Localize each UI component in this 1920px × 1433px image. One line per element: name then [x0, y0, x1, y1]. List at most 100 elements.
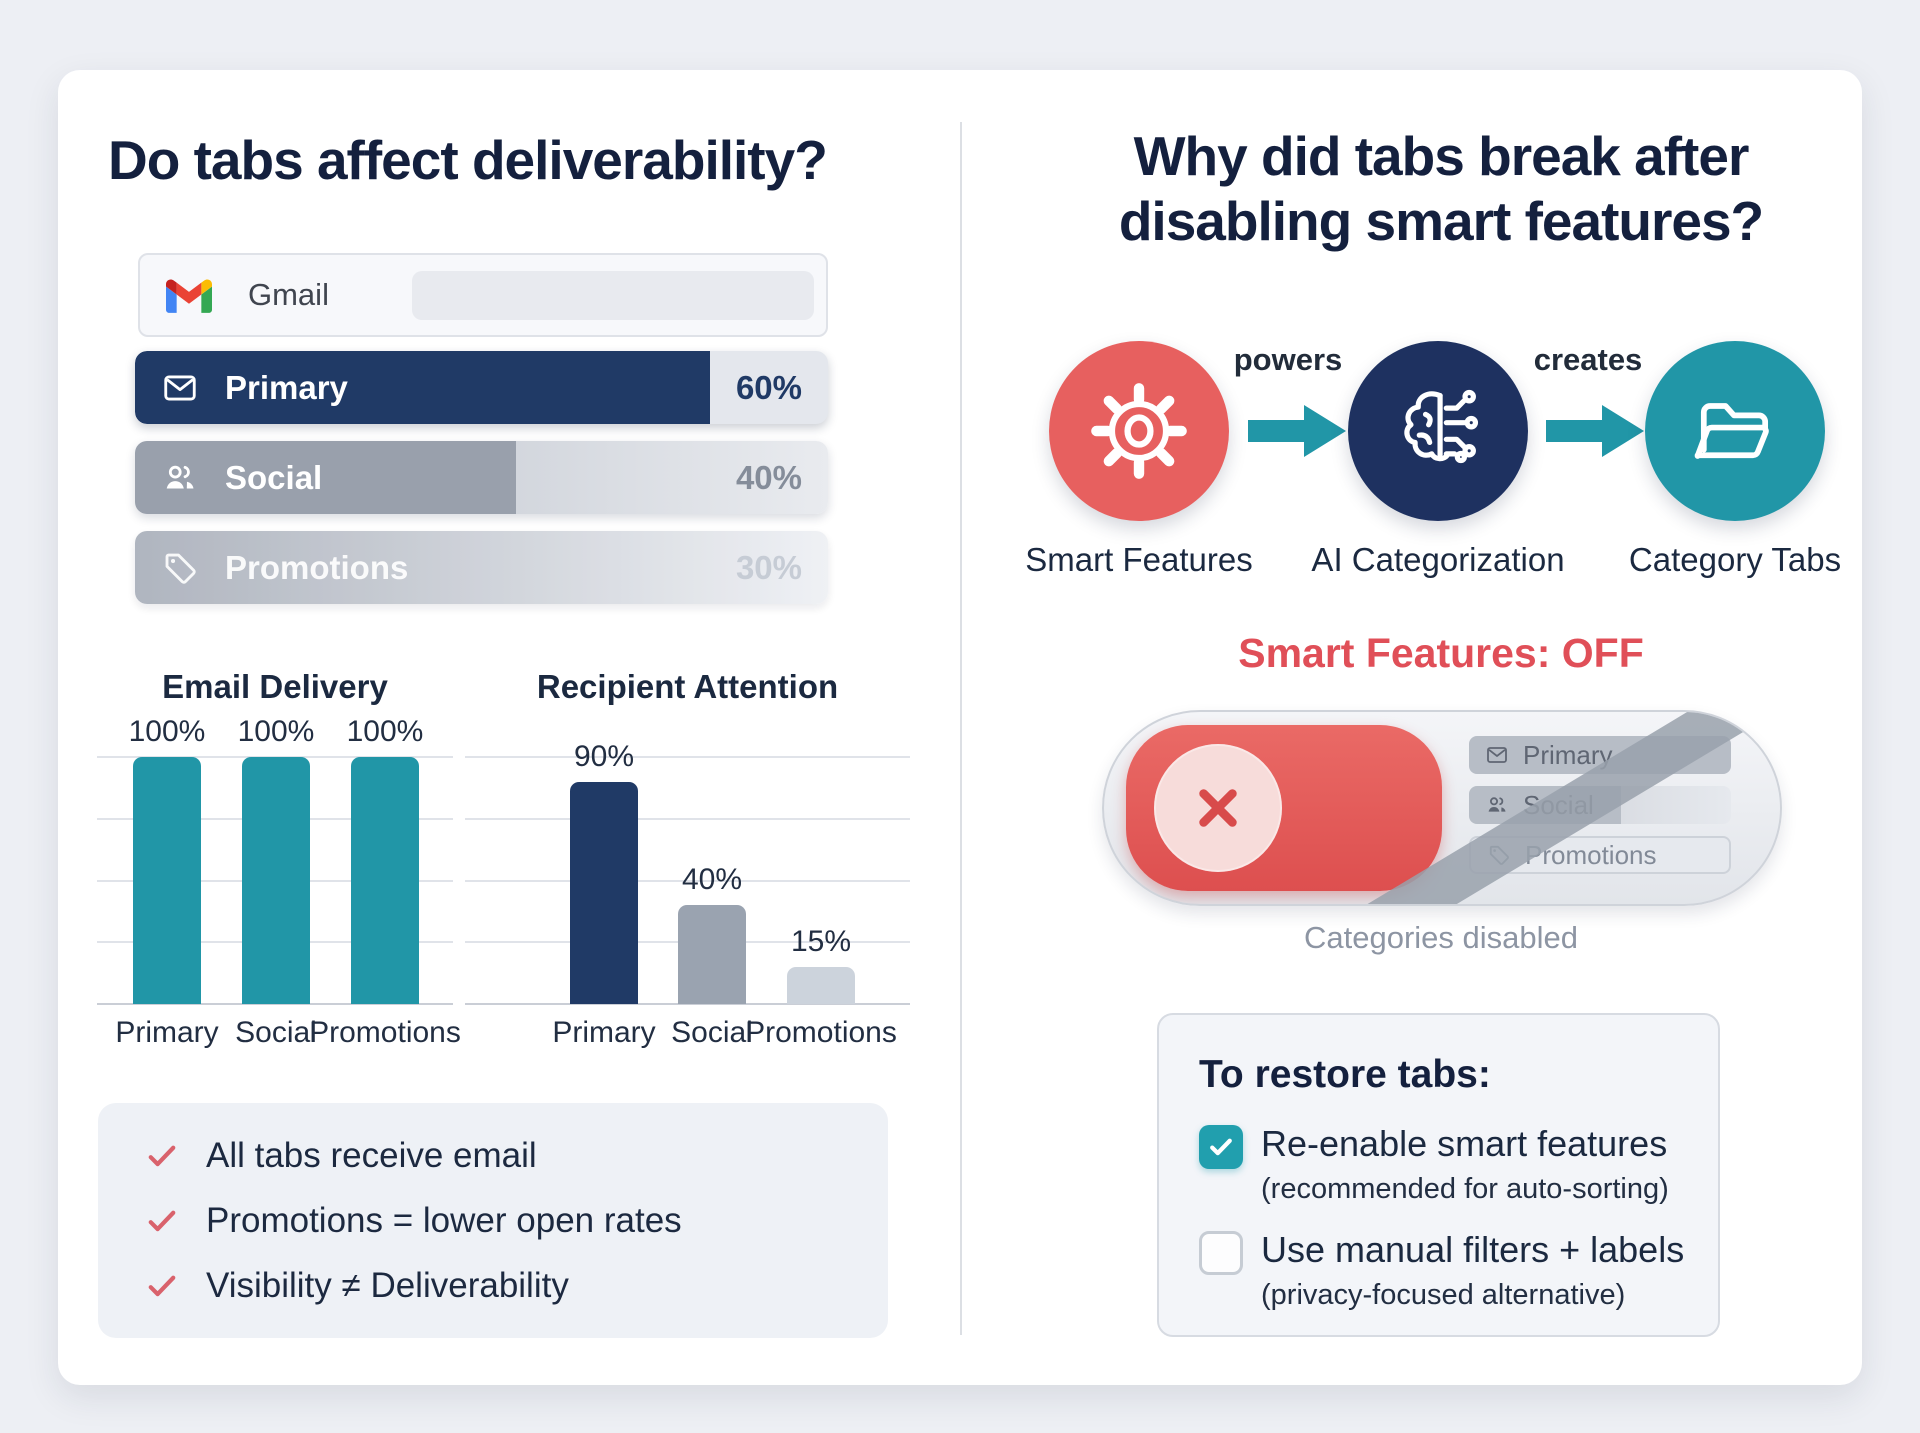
checklist-item: All tabs receive email [144, 1136, 842, 1176]
checkbox-unchecked[interactable] [1199, 1231, 1243, 1275]
check-icon [148, 1210, 176, 1231]
tab-value: 30% [735, 548, 802, 586]
restore-tabs-box: To restore tabs: Re-enable smart feature… [1157, 1013, 1720, 1337]
flow-connector-label: powers [1233, 342, 1343, 377]
tab-label: Primary [225, 368, 348, 406]
deliverability-checklist: All tabs receive email Promotions = lower… [98, 1103, 888, 1338]
social-fill-bar [135, 441, 517, 514]
bar-category-label: Primary [115, 1016, 219, 1049]
checklist-item-text: Promotions = lower open rates [206, 1200, 682, 1240]
option-note: (recommended for auto-sorting) [1261, 1173, 1669, 1205]
restore-box-title: To restore tabs: [1199, 1053, 1491, 1096]
chart-title: Email Delivery [162, 668, 388, 705]
bar-rect [351, 757, 419, 1004]
flow-connector-label: creates [1533, 342, 1643, 377]
bar-primary: 100% Primary [115, 715, 218, 1049]
ai-brain-icon [1404, 389, 1479, 464]
axis-baseline [97, 1003, 453, 1005]
chart-title: Recipient Attention [536, 668, 839, 705]
bar-category-label: Social [671, 1016, 753, 1049]
bar-value-label: 15% [790, 924, 852, 958]
smart-features-status: Smart Features: OFF [1238, 630, 1644, 676]
bar-category-label: Primary [552, 1016, 656, 1049]
bar-rect [678, 905, 746, 1004]
bar-value-label: 90% [573, 739, 635, 773]
arrow-right-icon [1546, 405, 1644, 457]
gmail-search-bar[interactable] [412, 271, 814, 320]
toggle-off-track [1126, 725, 1442, 891]
gmail-logo-icon [166, 278, 212, 313]
panel-divider [960, 122, 962, 1335]
toggle-caption: Categories disabled [1303, 920, 1579, 955]
chart-plot-area: 90% Primary 40% Social 15% Promotions [465, 740, 910, 1049]
flow-node-ai-categorization: AI Categorization [1311, 341, 1565, 578]
bar-rect [242, 757, 310, 1004]
flow-node-label: Smart Features [1025, 541, 1253, 578]
option-label: Use manual filters + labels [1261, 1229, 1685, 1270]
flow-node-label: Category Tabs [1628, 541, 1842, 578]
folder-icon [1694, 403, 1769, 459]
flow-node-smart-features: Smart Features [1025, 341, 1253, 578]
gridline [465, 817, 910, 820]
gmail-tab-promotions[interactable]: Promotions 30% [135, 531, 828, 604]
x-icon [1199, 789, 1237, 827]
gmail-header: Gmail [138, 253, 828, 337]
checklist-item: Visibility ≠ Deliverability [144, 1266, 842, 1306]
tab-label: Promotions [225, 548, 409, 586]
right-panel-title: Why did tabs break after disabling smart… [1001, 124, 1881, 254]
bar-category-label: Promotions [309, 1016, 461, 1049]
check-icon [148, 1145, 176, 1166]
right-title-line1: Why did tabs break after [1133, 125, 1750, 187]
checklist-item-text: All tabs receive email [206, 1135, 537, 1175]
gridline [465, 879, 910, 882]
bar-rect [570, 781, 638, 1004]
gmail-app-name: Gmail [248, 277, 329, 312]
checklist-item: Promotions = lower open rates [144, 1201, 842, 1241]
gridline [465, 756, 910, 758]
axis-baseline [465, 1003, 910, 1005]
arrow-right-icon [1248, 405, 1346, 457]
ai-categorization-circle [1348, 341, 1528, 521]
bar-value-label: 100% [346, 715, 424, 748]
flow-node-category-tabs: Category Tabs [1629, 341, 1841, 578]
people-icon [1488, 797, 1506, 812]
mail-icon [1487, 747, 1507, 763]
bar-category-label: Social [235, 1016, 317, 1049]
left-panel-title: Do tabs affect deliverability? [108, 129, 828, 191]
gmail-tab-social[interactable]: Social 40% [135, 441, 828, 514]
check-icon [148, 1275, 176, 1296]
bar-rect [787, 966, 855, 1004]
people-icon [166, 465, 194, 488]
tag-icon [165, 553, 196, 584]
primary-fill-bar [135, 351, 711, 424]
mail-icon [164, 374, 196, 401]
tab-label: Social [225, 458, 323, 496]
bar-primary: 90% Primary [552, 740, 655, 1049]
restore-option-manual-filters: Use manual filters + labels (privacy-foc… [1199, 1229, 1694, 1312]
bar-rect [133, 757, 201, 1004]
bar-value-label: 100% [128, 715, 206, 748]
category-tabs-circle [1645, 341, 1825, 521]
bar-social: 40% Social [671, 757, 753, 1049]
checklist-item-text: Visibility ≠ Deliverability [206, 1265, 569, 1305]
flow-node-label: AI Categorization [1311, 541, 1565, 578]
bar-category-label: Promotions [745, 1016, 897, 1049]
bar-promotions: 15% Promotions [745, 757, 897, 1049]
bar-value-label: 100% [237, 715, 315, 748]
email-delivery-chart: Email Delivery 100% Primary 100% Social 100%… [97, 668, 461, 1049]
gear-icon [1091, 383, 1187, 479]
tab-value: 60% [735, 368, 802, 406]
chart-plot-area: 100% Primary 100% Social 100% Promotions [97, 715, 461, 1049]
smart-features-toggle[interactable]: Primary Social Promotions [1102, 710, 1782, 906]
gmail-tab-primary[interactable]: Primary 60% [135, 351, 828, 424]
smart-features-circle [1049, 341, 1229, 521]
option-note: (privacy-focused alternative) [1261, 1279, 1626, 1311]
right-title-line2: disabling smart features? [1118, 189, 1764, 252]
restore-option-smart-features: Re-enable smart features (recommended fo… [1199, 1123, 1694, 1206]
bar-social: 100% Social [235, 715, 317, 1049]
tab-value: 40% [735, 458, 802, 496]
bar-value-label: 40% [681, 863, 743, 897]
toggle-knob[interactable] [1154, 744, 1282, 872]
checkbox-checked[interactable] [1199, 1125, 1243, 1169]
